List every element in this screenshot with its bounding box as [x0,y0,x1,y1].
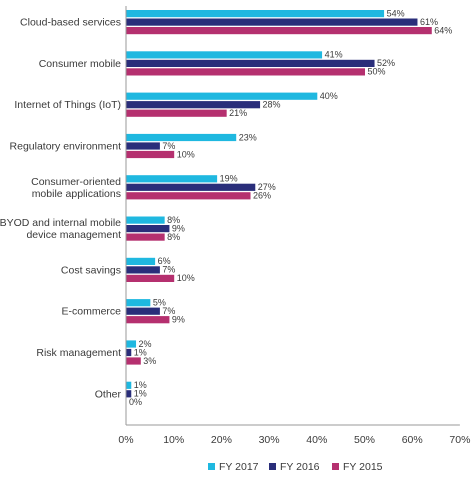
bar-regulatory-environment-fy-2017 [126,133,237,142]
legend-swatch-fy-2017 [208,463,215,470]
bar-e-commerce-fy-2016 [126,307,160,315]
data-label-byod-and-internal-mobile-device-management-fy-2015: 8% [167,232,180,242]
legend: FY 2017 FY 2016 FY 2015 [208,461,383,473]
data-label-cloud-based-services-fy-2016: 61% [420,17,438,27]
data-label-cloud-based-services-fy-2015: 64% [434,25,452,35]
bar-byod-and-internal-mobile-device-management-fy-2017 [126,216,165,224]
legend-label-fy-2015: FY 2015 [343,461,383,473]
legend-swatch-fy-2015 [332,463,339,470]
bar-consumer-mobile-fy-2017 [126,51,323,59]
data-label-consumer-mobile-fy-2017: 41% [325,50,343,60]
bar-consumer-oriented-mobile-applications-fy-2017 [126,175,218,183]
data-label-risk-management-fy-2017: 2% [139,339,152,349]
bar-risk-management-fy-2016 [126,348,132,357]
x-tick-label-70: 70% [449,434,470,446]
x-tick-label-10: 10% [163,434,184,446]
category-label-byod-and-internal-mobile-device-management: BYOD and internal mobile device managemen… [0,217,121,241]
bar-cost-savings-fy-2017 [126,257,156,265]
data-label-risk-management-fy-2015: 3% [143,356,156,366]
bar-cost-savings-fy-2016 [126,266,160,274]
category-label-other: Other [95,388,122,400]
data-label-cost-savings-fy-2015: 10% [177,273,195,283]
x-tick-label-20: 20% [211,434,232,446]
data-label-other-fy-2016: 1% [134,389,147,399]
bar-internet-of-things-iot-fy-2016 [126,101,261,109]
bar-consumer-mobile-fy-2016 [126,59,375,67]
category-label-consumer-oriented-mobile-applications: Consumer-oriented mobile applications [31,176,121,200]
category-label-e-commerce: E-commerce [61,306,121,318]
bar-regulatory-environment-fy-2015 [126,150,175,159]
bar-other-fy-2016 [126,390,132,398]
bar-e-commerce-fy-2017 [126,299,151,307]
bar-internet-of-things-iot-fy-2017 [126,92,318,100]
bar-consumer-mobile-fy-2015 [126,68,365,76]
data-label-e-commerce-fy-2017: 5% [153,298,166,308]
data-label-e-commerce-fy-2016: 7% [162,306,175,316]
x-tick-label-60: 60% [402,434,423,446]
bar-risk-management-fy-2017 [126,340,137,348]
category-labels: Cloud-based services Consumer mobile Inter… [0,17,121,401]
x-tick-label-40: 40% [306,434,327,446]
legend-swatch-fy-2016 [269,463,276,470]
data-label-cost-savings-fy-2017: 6% [158,256,171,266]
category-label-regulatory-environment: Regulatory environment [10,141,122,153]
category-label-risk-management: Risk management [36,347,121,359]
data-label-cost-savings-fy-2016: 7% [162,265,175,275]
data-label-consumer-oriented-mobile-applications-fy-2016: 27% [258,182,276,192]
data-label-consumer-oriented-mobile-applications-fy-2017: 19% [220,174,238,184]
data-label-byod-and-internal-mobile-device-management-fy-2016: 9% [172,223,185,233]
legend-label-fy-2016: FY 2016 [280,461,320,473]
bar-other-fy-2017 [126,381,132,389]
data-label-internet-of-things-iot-fy-2017: 40% [320,91,338,101]
bar-internet-of-things-iot-fy-2015 [126,109,227,117]
data-label-consumer-oriented-mobile-applications-fy-2015: 26% [253,191,271,201]
bar-consumer-oriented-mobile-applications-fy-2015 [126,192,251,200]
category-label-consumer-mobile: Consumer mobile [39,58,121,70]
data-label-internet-of-things-iot-fy-2015: 21% [229,108,247,118]
data-label-internet-of-things-iot-fy-2016: 28% [263,100,281,110]
legend-label-fy-2017: FY 2017 [219,461,259,473]
bar-consumer-oriented-mobile-applications-fy-2016 [126,183,256,191]
data-label-other-fy-2015: 0% [129,397,142,407]
data-label-risk-management-fy-2016: 1% [134,347,147,357]
data-label-e-commerce-fy-2015: 9% [172,315,185,325]
bar-byod-and-internal-mobile-device-management-fy-2015 [126,233,165,241]
bar-risk-management-fy-2015 [126,357,141,365]
bar-cloud-based-services-fy-2015 [126,27,432,35]
bar-regulatory-environment-fy-2016 [126,142,160,150]
bar-cloud-based-services-fy-2017 [126,10,385,18]
bar-e-commerce-fy-2015 [126,316,170,324]
bar-cost-savings-fy-2015 [126,274,175,282]
data-label-cloud-based-services-fy-2017: 54% [387,8,405,18]
data-label-consumer-mobile-fy-2016: 52% [377,58,395,68]
data-label-other-fy-2017: 1% [134,380,147,390]
bar-cloud-based-services-fy-2016 [126,18,418,26]
data-label-regulatory-environment-fy-2016: 7% [162,141,175,151]
x-tick-label-0: 0% [118,434,133,446]
x-tick-labels: 0% 10% 20% 30% 40% 50% 60% 70% [118,434,470,446]
category-label-cloud-based-services: Cloud-based services [20,17,121,29]
data-label-regulatory-environment-fy-2017: 23% [239,132,257,142]
data-label-byod-and-internal-mobile-device-management-fy-2017: 8% [167,215,180,225]
x-tick-label-50: 50% [354,434,375,446]
data-label-consumer-mobile-fy-2015: 50% [368,67,386,77]
x-tick-label-30: 30% [259,434,280,446]
category-label-internet-of-things-iot: Internet of Things (IoT) [14,99,121,111]
category-label-cost-savings: Cost savings [61,264,121,276]
data-labels: 54%61%64%41%52%50%40%28%21%23%7%10%19%27… [129,8,452,407]
bars [126,10,432,398]
data-label-regulatory-environment-fy-2015: 10% [177,149,195,159]
bar-byod-and-internal-mobile-device-management-fy-2016 [126,225,170,233]
